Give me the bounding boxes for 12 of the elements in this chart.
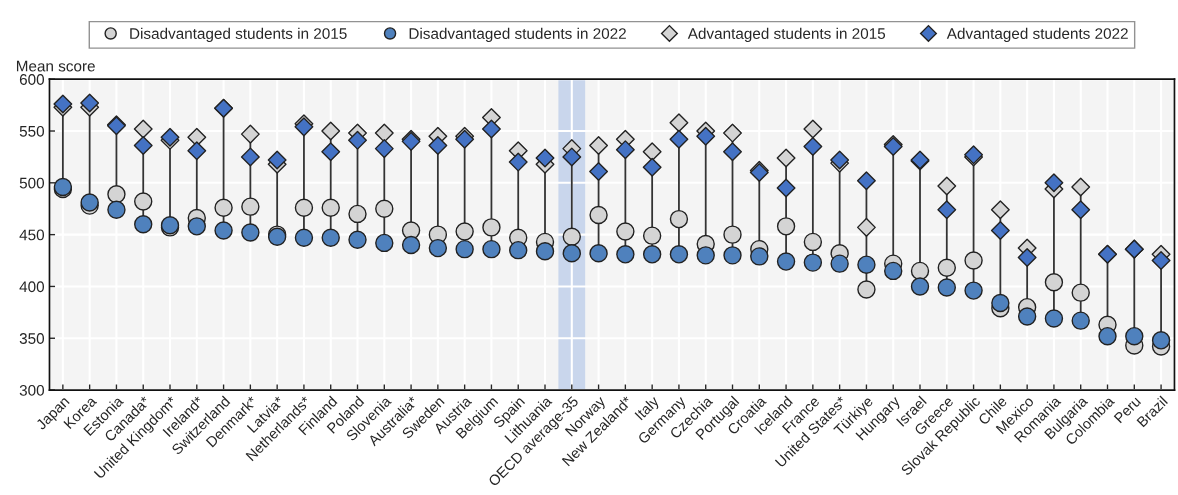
y-tick-label: 500: [19, 177, 45, 189]
legend-label: Advantaged students in 2015: [687, 27, 886, 42]
legend-label: Disadvantaged students in 2015: [130, 27, 347, 42]
y-tick-label: 600: [19, 74, 45, 85]
y-tick-label: 550: [19, 125, 45, 137]
legend-label: Disadvantaged students in 2022: [409, 27, 626, 42]
y-tick-label: 400: [19, 281, 45, 293]
y-tick-label: 450: [19, 229, 45, 241]
y-tick-label: 300: [19, 384, 45, 396]
y-tick-label: 350: [19, 333, 45, 344]
y-axis-title: Mean score: [16, 60, 95, 72]
legend-label: Advantaged students 2022: [946, 27, 1128, 42]
